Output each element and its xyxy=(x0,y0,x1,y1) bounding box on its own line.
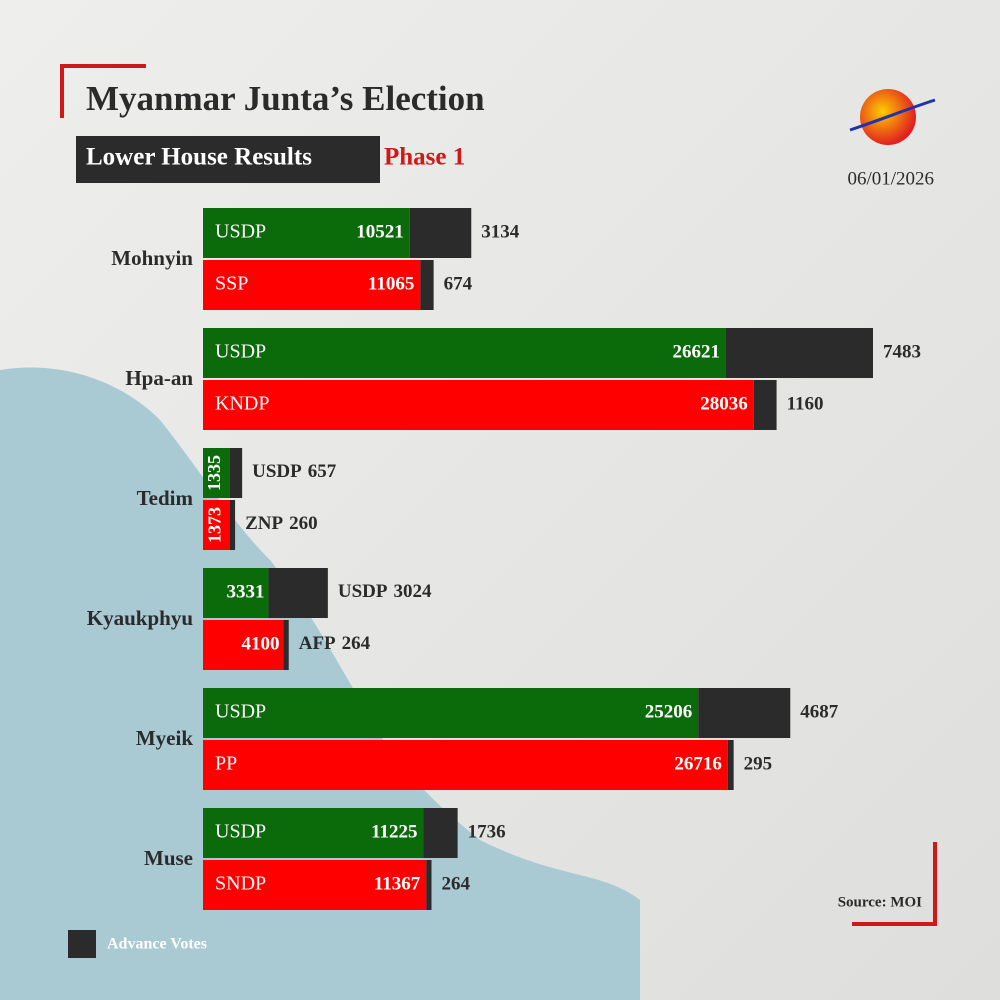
outside-label: USDP 657 xyxy=(252,461,337,482)
party-label: SNDP xyxy=(215,873,266,895)
party-label: USDP xyxy=(252,461,302,482)
subtitle-box xyxy=(76,136,380,183)
advance-label: 657 xyxy=(308,461,337,482)
bar xyxy=(203,620,284,670)
advance-bar xyxy=(420,260,434,310)
party-label: USDP xyxy=(215,221,266,243)
advance-label: 3134 xyxy=(481,221,520,242)
bar xyxy=(203,688,699,738)
party-label: AFP xyxy=(299,633,336,654)
logo xyxy=(849,89,936,145)
party-label: SSP xyxy=(215,273,248,295)
advance-label: 1160 xyxy=(787,393,824,414)
value-label: 3331 xyxy=(226,581,264,602)
outside-label: USDP 3024 xyxy=(338,581,432,602)
bar xyxy=(203,740,728,790)
chart-title: Myanmar Junta’s Election xyxy=(86,79,485,118)
value-label: 11367 xyxy=(374,873,421,894)
legend-label: Advance Votes xyxy=(107,936,207,953)
group-label: Hpa-an xyxy=(125,366,193,390)
date: 06/01/2026 xyxy=(847,168,934,189)
advance-label: 260 xyxy=(289,513,318,534)
advance-bar xyxy=(409,208,472,258)
value-label: 26621 xyxy=(672,341,720,362)
advance-label: 264 xyxy=(442,873,471,894)
bar xyxy=(203,260,421,310)
value-label: 4100 xyxy=(242,633,280,654)
party-label: PP xyxy=(215,753,237,775)
group-label: Myeik xyxy=(136,726,193,750)
advance-label: 674 xyxy=(444,273,473,294)
bar xyxy=(203,500,230,550)
legend-swatch xyxy=(68,930,96,958)
subtitle-highlight: Phase 1 xyxy=(384,144,465,171)
advance-bar xyxy=(698,688,791,738)
advance-bar xyxy=(283,620,289,670)
bar xyxy=(203,568,269,618)
bar xyxy=(203,208,410,258)
advance-bar xyxy=(229,448,243,498)
advance-label: 3024 xyxy=(393,581,432,602)
value-label: 11065 xyxy=(368,273,414,294)
advance-label: 1736 xyxy=(468,821,506,842)
corner xyxy=(852,842,937,926)
outside-label: AFP 264 xyxy=(299,633,371,654)
party-label: USDP xyxy=(215,341,266,363)
sea xyxy=(0,367,640,1000)
source: Source: MOI xyxy=(838,894,922,910)
value-label: 1335 xyxy=(204,455,224,491)
bar xyxy=(203,808,424,858)
bar xyxy=(203,380,754,430)
advance-bar xyxy=(423,808,458,858)
value-label: 11225 xyxy=(371,821,417,842)
advance-bar xyxy=(727,740,734,790)
advance-label: 295 xyxy=(744,753,773,774)
value-label: 26716 xyxy=(674,753,722,774)
outside-label: ZNP 260 xyxy=(245,513,318,534)
advance-label: 4687 xyxy=(800,701,839,722)
value-label: 25206 xyxy=(645,701,693,722)
value-label: 1373 xyxy=(205,507,225,543)
party-label: KNDP xyxy=(215,393,269,415)
group-label: Tedim xyxy=(137,486,194,510)
corner xyxy=(60,64,146,118)
advance-label: 7483 xyxy=(883,341,921,362)
party-label: USDP xyxy=(215,821,266,843)
group-label: Muse xyxy=(144,846,193,870)
group-label: Kyaukphyu xyxy=(87,606,194,630)
group-label: Mohnyin xyxy=(111,246,193,270)
advance-bar xyxy=(725,328,873,378)
advance-label: 264 xyxy=(342,633,371,654)
party-label: ZNP xyxy=(245,513,283,534)
bar xyxy=(203,448,230,498)
advance-bar xyxy=(268,568,328,618)
advance-bar xyxy=(229,500,236,550)
value-label: 28036 xyxy=(700,393,748,414)
advance-bar xyxy=(426,860,432,910)
subtitle: Lower House Results xyxy=(86,144,312,171)
party-label: USDP xyxy=(215,701,266,723)
bar xyxy=(203,860,427,910)
bar xyxy=(203,328,726,378)
advance-bar xyxy=(753,380,777,430)
party-label: USDP xyxy=(338,581,388,602)
value-label: 10521 xyxy=(356,221,404,242)
